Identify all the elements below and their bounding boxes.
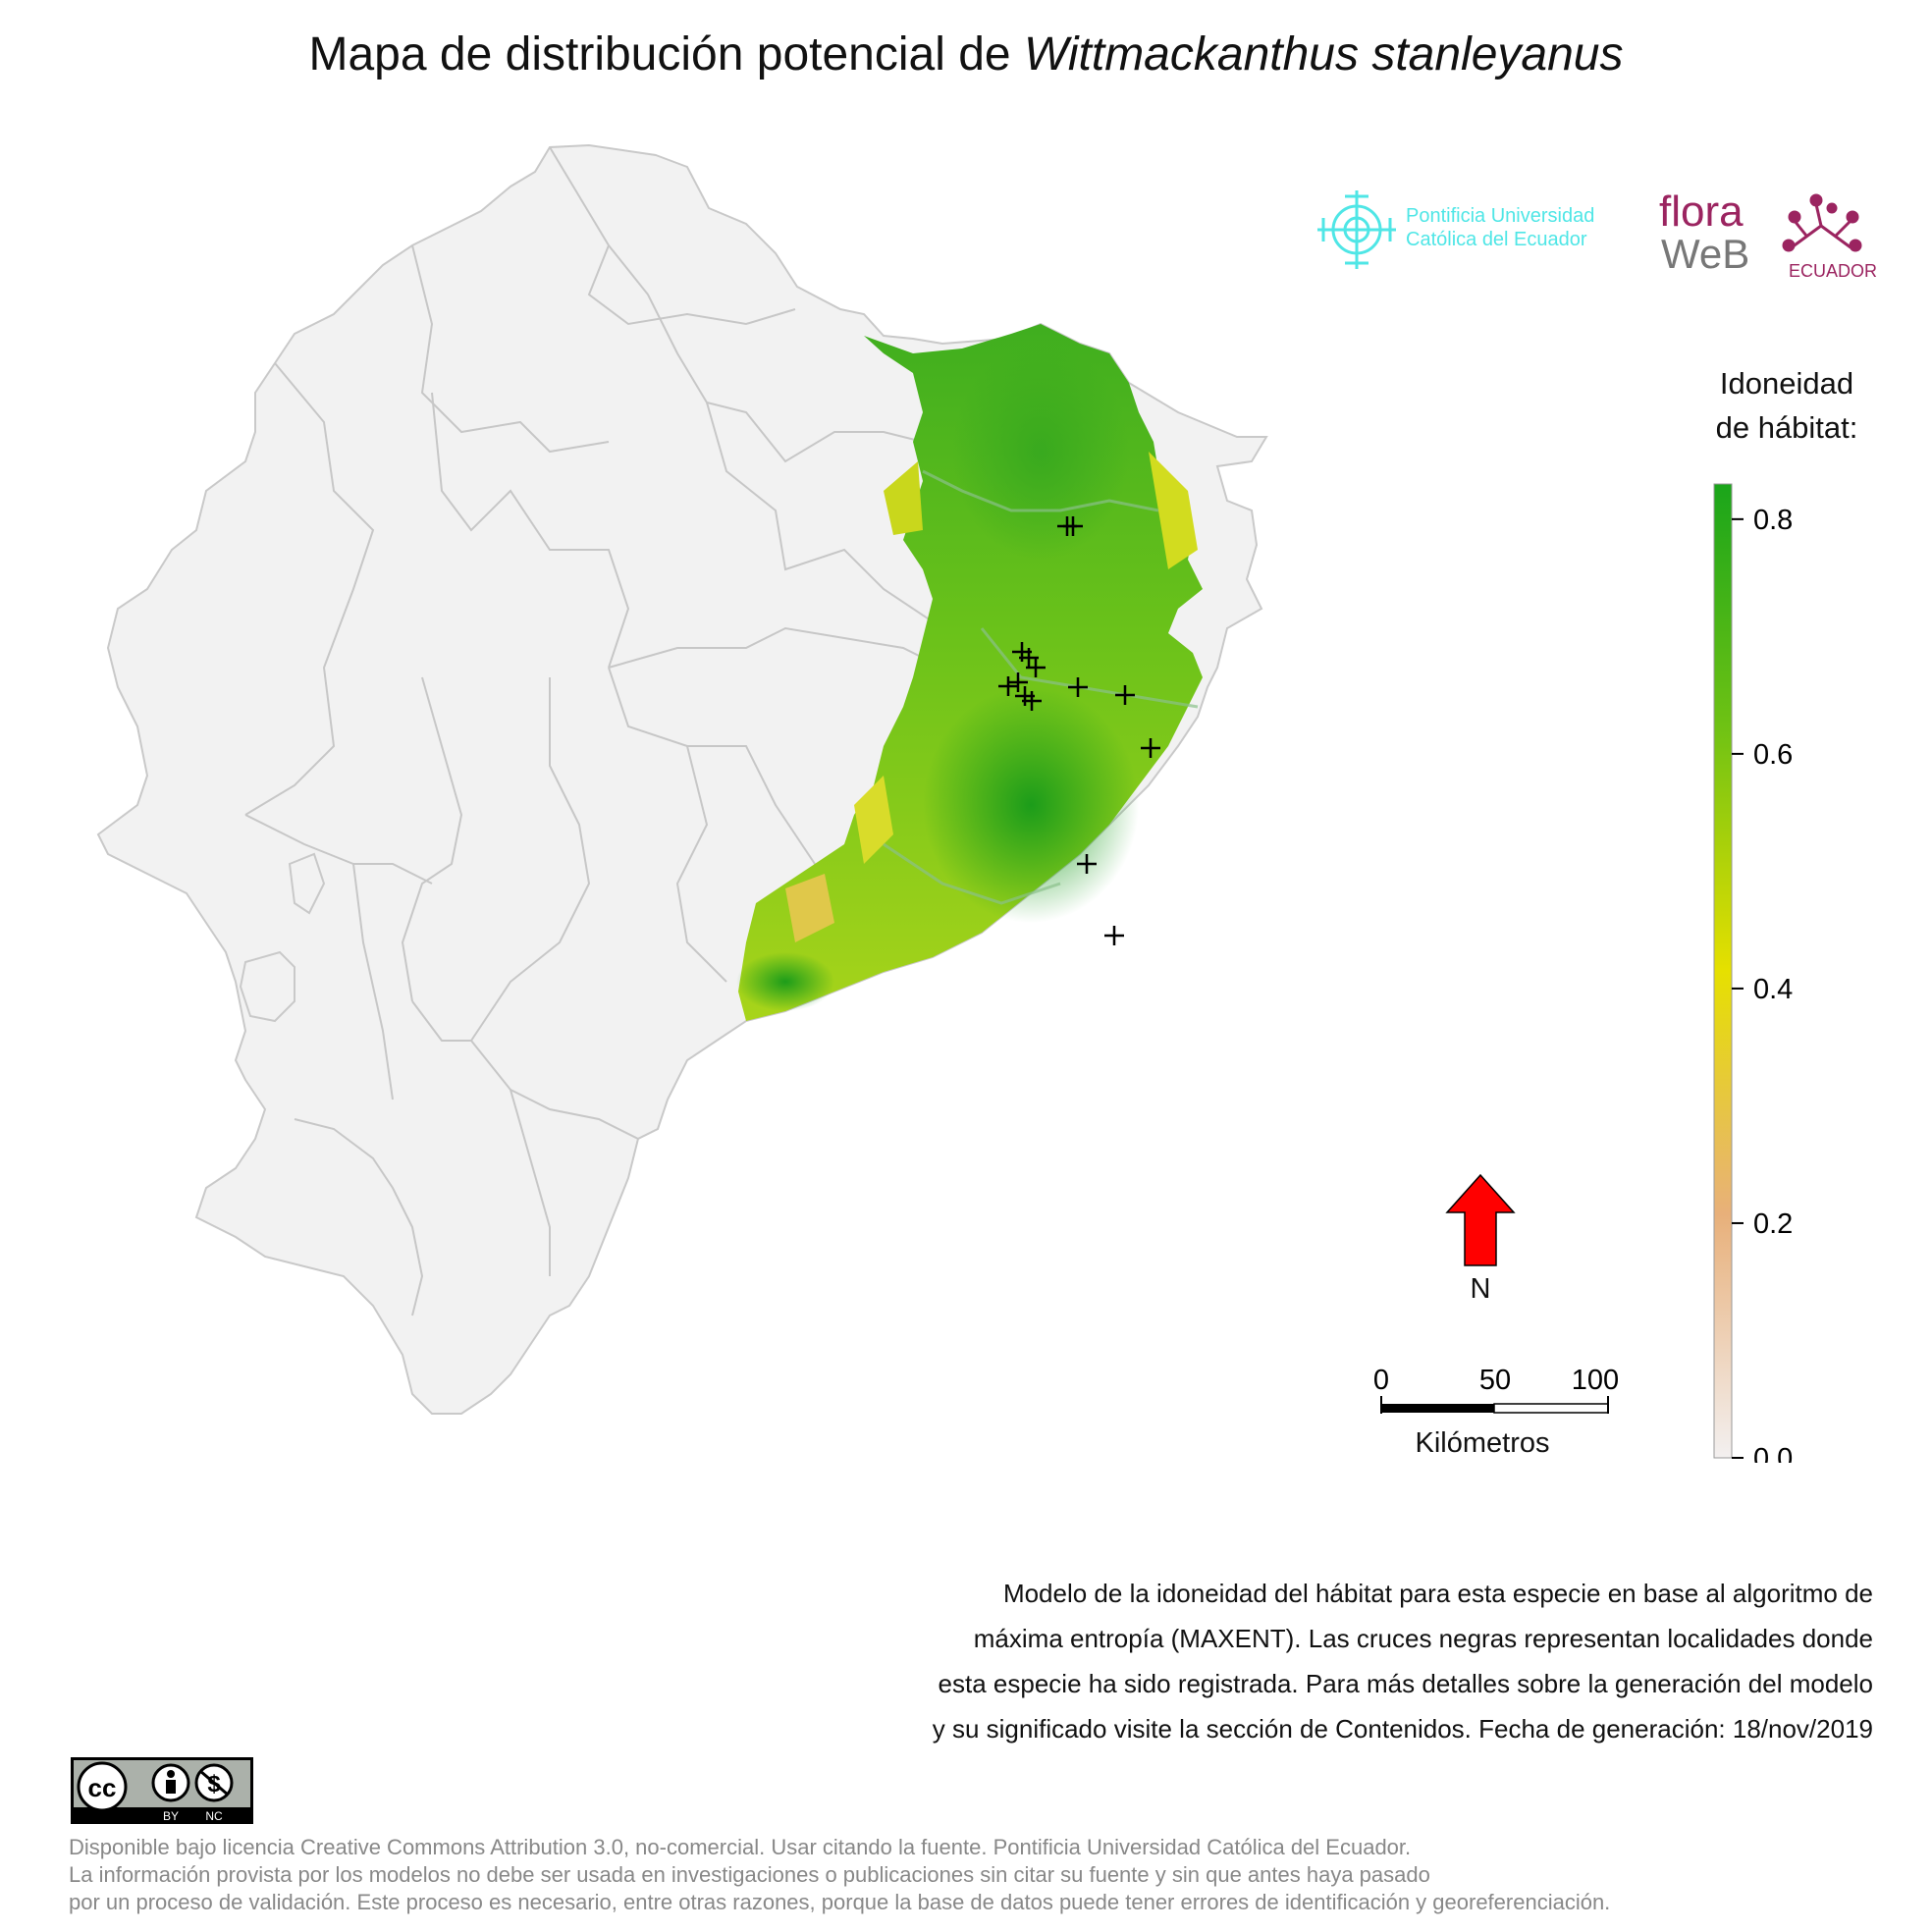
svg-text:cc: cc	[88, 1773, 117, 1802]
legend-tick-label: 0.8	[1753, 505, 1793, 536]
scale-white-segment	[1493, 1403, 1609, 1414]
tree-icon	[1782, 193, 1862, 252]
legend-colorbar: 0.8 0.6 0.4 0.2 0.0	[1713, 483, 1793, 1463]
occurrence-cross	[1068, 677, 1088, 697]
legend-tick-label: 0.0	[1753, 1443, 1793, 1463]
island-puna	[239, 950, 295, 1023]
flora-word: flora	[1659, 188, 1744, 236]
occurrence-cross	[1063, 516, 1083, 536]
cc-by-nc-badge: cc $ BY NC	[71, 1757, 253, 1824]
title-prefix: Mapa de distribución potencial de	[308, 28, 1011, 80]
legend-tick-label: 0.2	[1753, 1208, 1793, 1240]
scale-bar: 0 50 100	[1373, 1365, 1619, 1414]
legend-tick: 0.0	[1732, 1443, 1793, 1463]
occurrence-cross	[998, 676, 1018, 696]
scale-label-0: 0	[1373, 1365, 1389, 1396]
puce-name-line1: Pontificia Universidad	[1406, 205, 1594, 227]
occurrence-cross	[1115, 685, 1135, 705]
legend-tick-label: 0.4	[1753, 974, 1793, 1005]
description-line-3: esta especie ha sido registrada. Para má…	[938, 1669, 1873, 1698]
legend-tick: 0.4	[1732, 974, 1793, 1005]
north-label: N	[1470, 1273, 1491, 1305]
occurrence-cross	[1008, 672, 1028, 692]
license-line-1: Disponible bajo licencia Creative Common…	[69, 1835, 1412, 1859]
cc-icon	[77, 1761, 128, 1812]
occurrence-markers	[998, 516, 1160, 945]
ecuador-word: ECUADOR	[1789, 261, 1877, 281]
scale-black-segment	[1381, 1404, 1494, 1413]
north-arrow-icon	[1445, 1173, 1516, 1266]
occurrence-cross	[1141, 738, 1160, 758]
scale-label-100: 100	[1572, 1365, 1619, 1396]
legend-ticks: 0.8 0.6 0.4 0.2 0.0	[1732, 505, 1793, 1463]
puce-logo: Pontificia Universidad Católica del Ecua…	[1317, 190, 1594, 269]
legend-tick-label: 0.6	[1753, 739, 1793, 771]
license-line-3: por un proceso de validación. Este proce…	[69, 1890, 1611, 1914]
puce-cross-icon	[1317, 190, 1396, 269]
occurrence-cross	[1077, 854, 1097, 874]
occurrence-cross	[1026, 658, 1046, 677]
badge-nc-text: NC	[205, 1809, 223, 1823]
title-species: Wittmackanthus stanleyanus	[1023, 28, 1624, 80]
legend-tick: 0.2	[1732, 1208, 1793, 1240]
estuary-islands	[288, 852, 326, 915]
web-word: WeB	[1661, 231, 1749, 277]
scale-label-50: 50	[1479, 1365, 1511, 1396]
legend-tick: 0.8	[1732, 505, 1793, 536]
occurrence-cross	[1104, 926, 1124, 945]
scale-unit-label: Kilómetros	[1415, 1427, 1550, 1459]
model-description: Modelo de la idoneidad del hábitat para …	[746, 1571, 1873, 1751]
legend-title-line1: Idoneidad	[1719, 366, 1854, 401]
description-line-1: Modelo de la idoneidad del hábitat para …	[1002, 1579, 1873, 1608]
license-line-2: La información provista por los modelos …	[69, 1862, 1430, 1887]
puce-name-line2: Católica del Ecuador	[1406, 229, 1587, 250]
license-text: Disponible bajo licencia Creative Common…	[69, 1834, 1610, 1916]
legend-title-line2: de hábitat:	[1715, 410, 1858, 445]
province-boundaries	[244, 146, 983, 1316]
map-title: Mapa de distribución potencial de Wittma…	[0, 27, 1932, 81]
occurrence-cross	[1022, 691, 1042, 711]
description-line-4: y su significado visite la sección de Co…	[932, 1714, 1873, 1744]
badge-by-text: BY	[163, 1809, 179, 1823]
description-line-2: máxima entropía (MAXENT). Las cruces neg…	[973, 1624, 1873, 1653]
floraweb-logo: flora WeB ECUADOR	[1659, 188, 1877, 281]
legend-gradient-bar	[1713, 483, 1733, 1459]
legend-tick: 0.6	[1732, 739, 1793, 771]
suitability-raster	[736, 324, 1203, 1021]
legend-title: Idoneidad de hábitat:	[1669, 361, 1905, 450]
